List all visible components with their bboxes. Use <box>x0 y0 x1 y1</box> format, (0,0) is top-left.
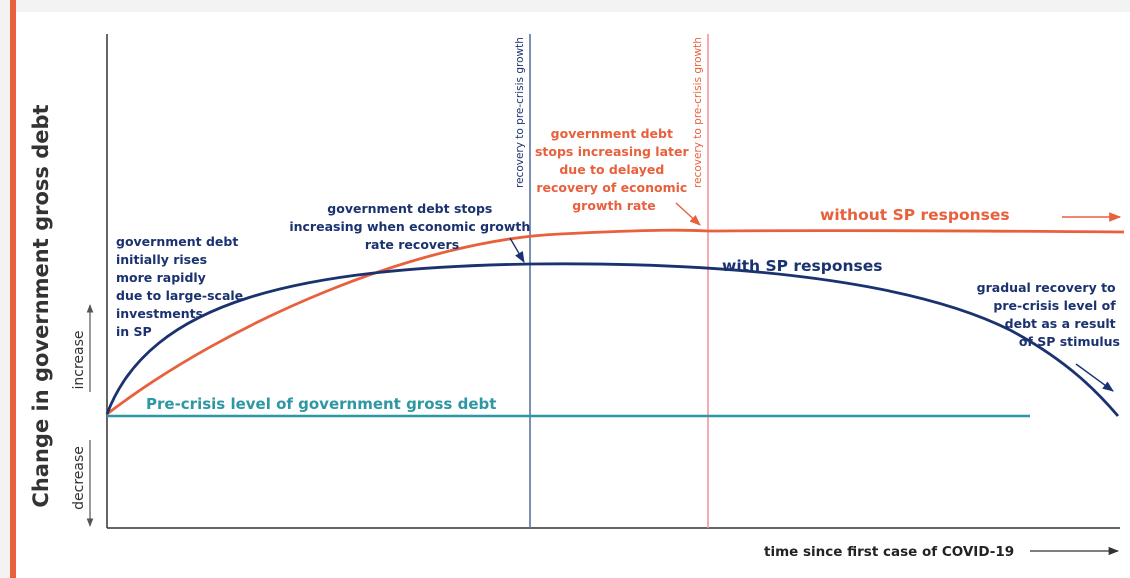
annotation-stops-later-line: growth rate <box>572 198 656 213</box>
annotation-stops-increasing-line: increasing when economic growth <box>289 219 530 234</box>
curve-without-sp <box>106 228 1125 416</box>
annotation-stops-later-line: stops increasing later <box>535 144 690 159</box>
y-decrease-label: decrease <box>71 446 87 510</box>
series-label-with-sp: with SP responses <box>722 257 883 275</box>
annotation-gradual-recovery-line: debt as a result <box>1005 316 1116 331</box>
curve-with-sp <box>105 262 1120 417</box>
annotation-stops-later-line: government debt <box>551 126 673 141</box>
annotation-stops-increasing: government debt stops increasing when ec… <box>289 201 534 252</box>
recovery-label-with-sp: recovery to pre-crisis growth <box>514 37 526 188</box>
recovery-label-without-sp: recovery to pre-crisis growth <box>692 37 704 188</box>
y-axis-title: Change in government gross debt <box>29 104 53 507</box>
diagram-panel <box>16 12 1130 578</box>
x-axis-title: time since first case of COVID-19 <box>764 544 1014 560</box>
annotation-stops-increasing-line: rate recovers <box>365 237 459 252</box>
annotation-gradual-recovery-line: of SP stimulus <box>1019 334 1120 349</box>
series-label-without-sp: without SP responses <box>820 206 1010 224</box>
annotation-initial-rise-line: government debt <box>116 234 238 249</box>
y-increase-label: increase <box>71 330 87 389</box>
annotation-stops-later-line: due to delayed <box>559 162 664 177</box>
annotation-initial-rise-line: more rapidly <box>116 270 206 285</box>
annotation-gradual-recovery: gradual recovery to pre-crisis level of … <box>977 280 1120 349</box>
annotation-gradual-recovery-line: pre-crisis level of <box>993 298 1116 313</box>
annotation-initial-rise: government debt initially rises more rap… <box>116 234 248 339</box>
stops-later-arrow <box>675 202 701 226</box>
annotation-initial-rise-line: initially rises <box>116 252 207 267</box>
annotation-stops-later-line: recovery of economic <box>536 180 687 195</box>
annotation-gradual-recovery-line: gradual recovery to <box>977 280 1116 295</box>
accent-bar <box>10 0 16 578</box>
annotation-initial-rise-line: due to large-scale <box>116 288 243 303</box>
gradual-recovery-arrow <box>1075 363 1114 392</box>
annotation-initial-rise-line: in SP <box>116 324 152 339</box>
annotation-initial-rise-line: investments <box>116 306 203 321</box>
stops-increasing-arrow <box>509 237 525 263</box>
annotation-stops-later: government debt stops increasing later d… <box>535 126 693 213</box>
baseline-label: Pre-crisis level of government gross deb… <box>146 395 496 413</box>
annotation-stops-increasing-line: government debt stops <box>327 201 492 216</box>
